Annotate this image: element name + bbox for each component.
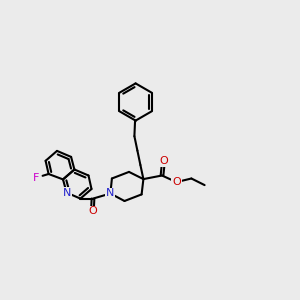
Text: F: F [32,172,39,183]
Text: N: N [62,188,71,198]
Text: O: O [88,206,97,217]
Text: N: N [106,188,115,199]
Text: O: O [172,177,181,187]
Text: O: O [159,156,168,166]
